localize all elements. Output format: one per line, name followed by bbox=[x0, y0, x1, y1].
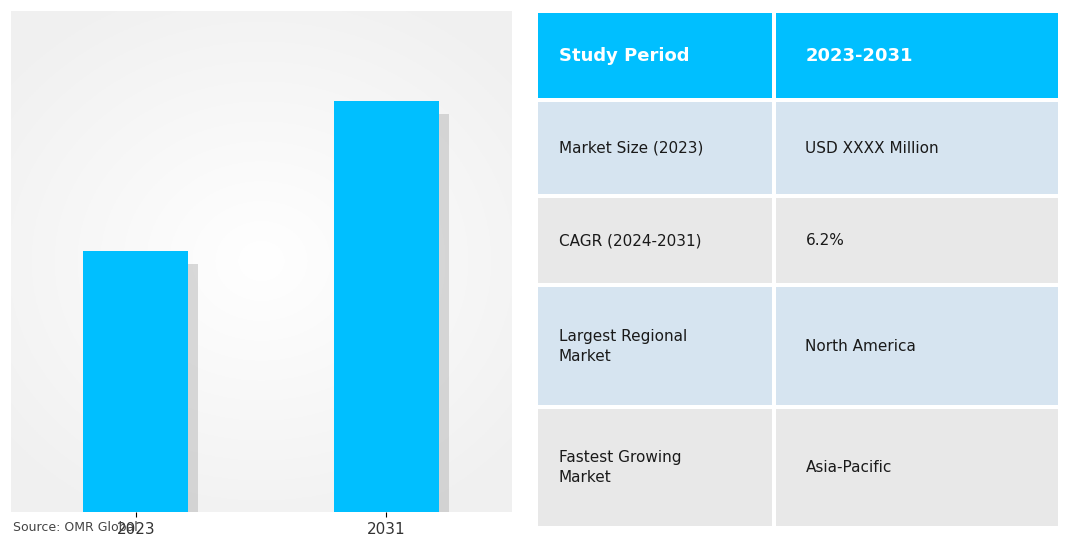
Text: Study Period: Study Period bbox=[559, 46, 689, 65]
Polygon shape bbox=[344, 114, 448, 524]
Text: Largest Regional
Market: Largest Regional Market bbox=[559, 329, 687, 363]
Bar bbox=[333, 101, 439, 512]
Title: PLANT-BASED BUTTER MARKET: PLANT-BASED BUTTER MARKET bbox=[120, 0, 402, 1]
Polygon shape bbox=[94, 264, 198, 524]
Bar bbox=[776, 102, 1058, 194]
Text: Asia-Pacific: Asia-Pacific bbox=[805, 460, 891, 475]
Bar bbox=[538, 198, 772, 284]
Bar bbox=[538, 102, 772, 194]
Bar bbox=[776, 287, 1058, 405]
Bar bbox=[776, 13, 1058, 98]
Text: 6.2%: 6.2% bbox=[805, 233, 845, 248]
Bar bbox=[538, 13, 772, 98]
Bar bbox=[538, 409, 772, 526]
Bar bbox=[776, 198, 1058, 284]
Text: USD XXXX Million: USD XXXX Million bbox=[805, 141, 939, 156]
Bar bbox=[538, 287, 772, 405]
Text: 2023-2031: 2023-2031 bbox=[805, 46, 913, 65]
Text: Source: OMR Global: Source: OMR Global bbox=[13, 521, 137, 534]
Text: CAGR (2024-2031): CAGR (2024-2031) bbox=[559, 233, 701, 248]
Text: Market Size (2023): Market Size (2023) bbox=[559, 141, 703, 156]
Bar bbox=[776, 409, 1058, 526]
Text: Fastest Growing
Market: Fastest Growing Market bbox=[559, 450, 682, 485]
Text: North America: North America bbox=[805, 338, 916, 354]
Bar bbox=[83, 251, 189, 512]
